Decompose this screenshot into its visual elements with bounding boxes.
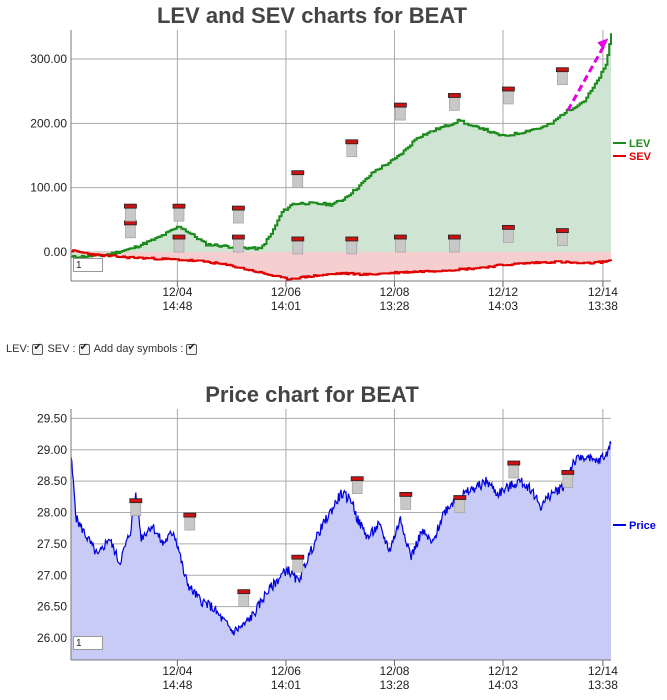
- zoom-input[interactable]: 1: [73, 636, 103, 650]
- lev-sev-chart: 0.00100.00200.00300.0012/0414:4812/0614:…: [30, 3, 651, 313]
- legend-label: Price: [629, 520, 656, 532]
- x-tick-time: 13:28: [379, 678, 409, 692]
- day-symbol-marker: [172, 234, 186, 240]
- y-tick-label: 29.50: [37, 411, 67, 425]
- sev-checkbox[interactable]: [78, 342, 90, 355]
- zoom-input[interactable]: 1: [73, 258, 103, 272]
- price-line: [70, 441, 612, 636]
- lev-label: LEV:: [6, 343, 30, 355]
- day-symbol-marker: [183, 512, 197, 518]
- x-tick-date: 12/04: [162, 285, 192, 299]
- x-tick-time: 14:48: [162, 678, 192, 692]
- day-symbol-marker: [453, 495, 467, 500]
- day-symbol-marker: [507, 460, 521, 466]
- day-symbol-marker: [399, 491, 413, 497]
- x-tick-time: 14:03: [488, 678, 518, 692]
- day-symbol-marker: [129, 498, 143, 504]
- lev-checkbox[interactable]: [32, 342, 44, 355]
- y-tick-label: 28.50: [37, 474, 67, 488]
- y-tick-label: 29.00: [37, 443, 67, 457]
- day-symbol-marker: [393, 102, 407, 108]
- y-tick-label: 26.00: [37, 631, 67, 645]
- day-symbol-marker: [561, 470, 575, 475]
- chart-title: LEV and SEV charts for BEAT: [157, 3, 468, 28]
- y-tick-label: 0.00: [44, 245, 68, 259]
- x-tick-time: 13:28: [379, 299, 409, 313]
- x-tick-date: 12/14: [588, 285, 618, 299]
- lev-line: [71, 33, 612, 259]
- day-symbol-marker: [556, 67, 569, 73]
- x-tick-date: 12/06: [271, 664, 301, 678]
- trend-arrow-head: [597, 38, 609, 50]
- x-tick-time: 13:38: [588, 299, 618, 313]
- y-tick-label: 27.00: [37, 568, 67, 582]
- legend-label: LEV: [629, 138, 651, 150]
- day-symbols-checkbox[interactable]: [186, 342, 198, 355]
- day-symbol-marker: [447, 93, 461, 98]
- y-tick-label: 26.50: [37, 600, 67, 614]
- sev-line: [71, 249, 612, 281]
- day-symbol-marker: [237, 589, 251, 595]
- price-area: [71, 441, 611, 660]
- x-tick-time: 14:48: [162, 299, 192, 313]
- y-tick-label: 300.00: [30, 52, 67, 66]
- x-tick-date: 12/08: [379, 664, 409, 678]
- day-symbol-marker: [501, 86, 515, 92]
- day-symbol-marker: [291, 236, 305, 242]
- y-tick-label: 27.50: [37, 537, 67, 551]
- x-tick-time: 14:01: [271, 678, 301, 692]
- day-symbol-marker: [231, 205, 245, 211]
- day-symbol-marker: [501, 224, 515, 230]
- lev-area: [71, 33, 611, 258]
- day-symbol-marker: [124, 203, 137, 209]
- day-symbol-marker: [124, 220, 137, 226]
- x-tick-date: 12/04: [162, 664, 192, 678]
- y-tick-label: 200.00: [30, 116, 67, 130]
- x-tick-date: 12/08: [379, 285, 409, 299]
- chart-controls: LEV: SEV : Add day symbols :: [6, 342, 201, 355]
- sev-area: [71, 250, 611, 280]
- day-symbol-marker: [172, 203, 186, 209]
- x-tick-time: 14:03: [488, 299, 518, 313]
- y-tick-label: 28.00: [37, 506, 67, 520]
- x-tick-date: 12/06: [271, 285, 301, 299]
- trend-arrow: [566, 42, 607, 112]
- day-symbol-marker: [350, 476, 364, 482]
- day-symbols-label: Add day symbols :: [93, 343, 184, 355]
- day-symbol-marker: [393, 234, 407, 240]
- day-symbol-marker: [231, 234, 245, 240]
- day-symbol-marker: [345, 139, 359, 145]
- day-symbol-marker: [291, 554, 305, 560]
- legend-label: SEV: [629, 151, 652, 163]
- x-tick-date: 12/14: [588, 664, 618, 678]
- y-tick-label: 100.00: [30, 181, 67, 195]
- chart-title: Price chart for BEAT: [205, 382, 419, 407]
- x-tick-time: 14:01: [271, 299, 301, 313]
- sev-label: SEV :: [47, 343, 76, 355]
- day-symbol-marker: [447, 234, 461, 240]
- price-chart: 26.00 26.50 27.00 27.50 28.00 28.50 29.00 29.50…: [37, 382, 656, 692]
- x-tick-date: 12/12: [488, 285, 518, 299]
- x-tick-date: 12/12: [488, 664, 518, 678]
- day-symbol-marker: [345, 236, 359, 242]
- day-symbol-marker: [291, 170, 305, 176]
- day-symbol-marker: [556, 228, 569, 234]
- x-tick-time: 13:38: [588, 678, 618, 692]
